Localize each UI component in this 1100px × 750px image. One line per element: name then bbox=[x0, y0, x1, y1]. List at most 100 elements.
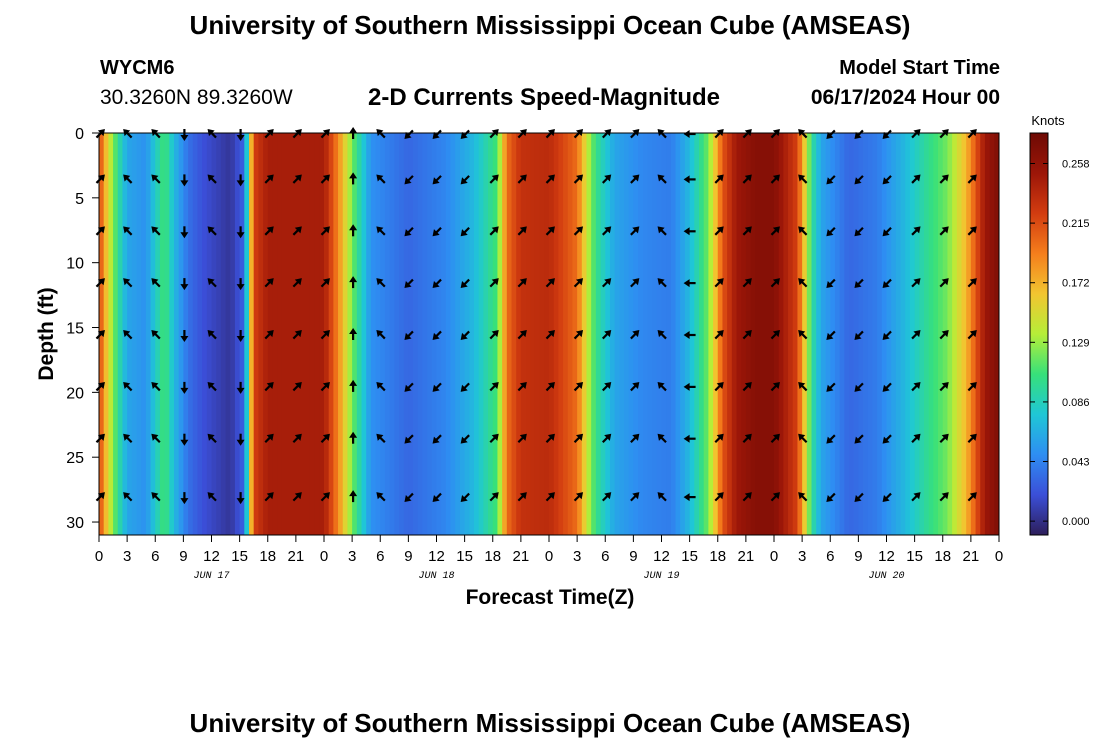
current-arrow bbox=[151, 381, 161, 392]
heatmap-cell bbox=[614, 133, 620, 535]
x-day-label: JUN 18 bbox=[418, 571, 454, 582]
heatmap-cell bbox=[900, 133, 906, 535]
heatmap-cell bbox=[497, 133, 503, 535]
x-tick-label: 15 bbox=[231, 548, 248, 565]
colorbar-tick-label: 0.086 bbox=[1062, 397, 1090, 409]
x-tick-label: 3 bbox=[123, 548, 131, 565]
current-arrow bbox=[742, 174, 752, 184]
current-arrow bbox=[349, 172, 358, 185]
current-arrow bbox=[180, 492, 189, 505]
current-arrow bbox=[939, 433, 949, 444]
station-coordinates: 30.3260N 89.3260W bbox=[100, 86, 293, 109]
current-arrow bbox=[714, 226, 724, 236]
heatmap-cell bbox=[661, 133, 667, 535]
current-arrow bbox=[742, 433, 752, 444]
heatmap-cell bbox=[544, 133, 550, 535]
heatmap-cell bbox=[670, 133, 676, 535]
x-tick-label: 3 bbox=[348, 548, 356, 565]
heatmap-cell bbox=[708, 133, 714, 535]
current-arrow bbox=[264, 492, 274, 502]
heatmap-cell bbox=[567, 133, 573, 535]
heatmap-cell bbox=[192, 133, 198, 535]
x-tick-label: 0 bbox=[95, 548, 103, 565]
heatmap-cell bbox=[427, 133, 433, 535]
current-arrow bbox=[404, 492, 414, 503]
page-title-repeat: University of Southern Mississippi Ocean… bbox=[189, 708, 911, 738]
current-arrow bbox=[601, 330, 612, 340]
current-arrow bbox=[376, 278, 386, 288]
heatmap-cell bbox=[877, 133, 883, 535]
current-arrow bbox=[630, 492, 640, 502]
heatmap-cell bbox=[530, 133, 536, 535]
heatmap-cell bbox=[249, 133, 255, 535]
heatmap-cell bbox=[600, 133, 606, 535]
heatmap-cell bbox=[909, 133, 916, 535]
current-arrow bbox=[489, 492, 499, 502]
current-arrow bbox=[657, 174, 667, 184]
current-arrow bbox=[320, 330, 330, 340]
heatmap-cell bbox=[225, 133, 231, 535]
heatmap-cell bbox=[624, 133, 630, 535]
current-arrow bbox=[292, 278, 302, 288]
heatmap-cell bbox=[136, 133, 142, 535]
current-arrow bbox=[714, 433, 724, 444]
current-arrow bbox=[349, 328, 358, 340]
current-arrow bbox=[404, 175, 414, 185]
current-arrow bbox=[207, 278, 217, 288]
current-arrow bbox=[489, 174, 499, 184]
current-arrow bbox=[657, 330, 667, 340]
x-tick-label: 18 bbox=[934, 548, 951, 565]
colorbar-tick-label: 0.043 bbox=[1062, 457, 1090, 469]
current-arrow bbox=[180, 174, 189, 187]
heatmap-cell bbox=[975, 133, 981, 535]
current-arrow bbox=[123, 174, 133, 184]
heatmap-cell bbox=[820, 133, 826, 535]
current-arrow bbox=[683, 331, 696, 339]
colorbar: Knots 0.000 0.043 0.086 0.129 0.172 0.215 0.25… bbox=[1029, 113, 1090, 536]
current-arrow bbox=[657, 433, 667, 444]
current-arrow bbox=[683, 493, 696, 502]
current-arrow bbox=[911, 330, 921, 340]
current-arrow bbox=[798, 226, 808, 236]
heatmap-cell bbox=[863, 133, 869, 535]
heatmap-cell bbox=[783, 133, 789, 535]
heatmap-cell bbox=[394, 133, 400, 535]
heatmap-cell bbox=[422, 133, 428, 535]
current-arrow bbox=[517, 174, 527, 184]
x-tick-label: 15 bbox=[906, 548, 923, 565]
heatmap-cell bbox=[216, 133, 222, 535]
current-arrow bbox=[882, 492, 892, 503]
heatmap-cell bbox=[103, 133, 109, 535]
heatmap-cell bbox=[164, 133, 170, 535]
current-arrow bbox=[432, 434, 442, 444]
current-arrow bbox=[376, 433, 386, 444]
heatmap-cell bbox=[539, 133, 545, 535]
heatmap-cell bbox=[281, 133, 287, 535]
current-arrow bbox=[320, 433, 330, 444]
current-arrow bbox=[911, 381, 921, 392]
current-arrow bbox=[349, 431, 358, 444]
y-tick-label: 10 bbox=[66, 256, 84, 273]
heatmap-cell bbox=[905, 133, 911, 535]
current-arrow bbox=[770, 174, 780, 184]
heatmap-cell bbox=[483, 133, 489, 535]
x-tick-label: 12 bbox=[878, 548, 895, 565]
heatmap-cell bbox=[230, 133, 236, 535]
current-arrow bbox=[683, 382, 696, 391]
current-arrow bbox=[489, 226, 499, 236]
current-arrow bbox=[376, 226, 386, 236]
current-arrow bbox=[207, 381, 217, 392]
heatmap-cell bbox=[609, 133, 616, 535]
heatmap-cell bbox=[619, 133, 625, 535]
current-arrow bbox=[854, 278, 864, 289]
page-title: University of Southern Mississippi Ocean… bbox=[189, 10, 911, 40]
current-arrow bbox=[236, 226, 245, 239]
y-tick-label: 30 bbox=[66, 515, 84, 532]
current-arrow bbox=[460, 330, 470, 340]
current-arrow bbox=[630, 330, 640, 340]
current-arrow bbox=[236, 492, 245, 505]
current-arrow bbox=[683, 279, 696, 288]
current-arrow bbox=[630, 226, 640, 236]
heatmap-cell bbox=[924, 133, 930, 535]
current-arrow bbox=[854, 175, 864, 185]
